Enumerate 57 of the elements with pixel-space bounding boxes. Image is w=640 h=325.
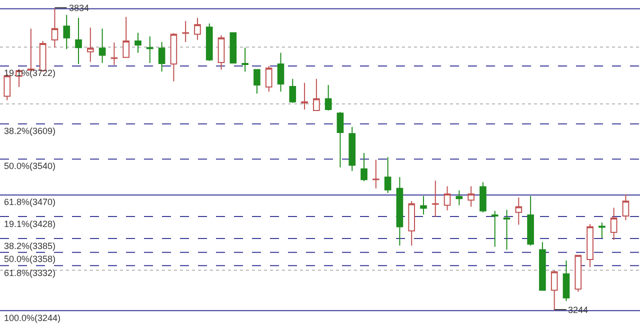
candlestick — [610, 207, 618, 241]
candlestick — [265, 66, 272, 92]
candlestick — [98, 28, 106, 64]
ref-line-label: 50.0%(3358) — [4, 254, 56, 264]
candlestick — [194, 17, 201, 40]
candlestick — [562, 260, 570, 302]
ref-line-label: 100.0%(3244) — [4, 313, 61, 323]
candlestick — [51, 8, 58, 48]
ref-line-label: 38.2%(3385) — [4, 241, 56, 251]
candlestick — [289, 78, 296, 104]
candlestick — [550, 270, 558, 312]
candlestick — [134, 32, 142, 54]
candlestick — [218, 34, 225, 70]
candlestick — [301, 82, 308, 110]
candlestick — [63, 14, 70, 50]
candlestick — [420, 196, 427, 215]
candlestick — [277, 52, 284, 92]
candlestick — [170, 32, 178, 82]
ref-line-label: 61.8%(3332) — [4, 268, 56, 278]
candlestick — [206, 23, 213, 62]
candlestick — [515, 197, 522, 226]
candlestick — [324, 84, 332, 112]
candlestick — [444, 186, 451, 211]
candlestick — [360, 152, 368, 182]
candlestick — [86, 27, 94, 62]
candlestick — [110, 42, 118, 66]
candlestick — [146, 36, 154, 64]
candlestick — [491, 210, 498, 248]
candlestick — [75, 17, 82, 64]
candlestick — [480, 182, 486, 213]
ref-line-label: 50.0%(3540) — [4, 161, 56, 171]
candlestick — [574, 254, 582, 292]
candlestick — [372, 159, 380, 189]
candlestick — [336, 112, 344, 168]
candlestick — [182, 20, 189, 42]
candlestick — [598, 222, 606, 238]
candlestick — [396, 176, 404, 246]
ref-line-label: 38.2%(3609) — [4, 126, 56, 136]
ref-line-label: 19.1%(3428) — [4, 219, 56, 229]
candlestick — [527, 196, 534, 246]
ref-line-label: 61.8%(3470) — [4, 197, 56, 207]
candlestick — [158, 41, 166, 72]
candlestick — [622, 194, 630, 221]
candlestick — [230, 32, 237, 64]
candlestick — [408, 200, 416, 246]
candlestick — [432, 180, 439, 218]
candlestick — [503, 209, 510, 250]
candlestick — [254, 68, 260, 94]
candlestick — [348, 126, 356, 172]
candlestick — [384, 156, 392, 194]
candlestick — [242, 47, 248, 72]
candlestick — [313, 78, 320, 112]
candlestick — [539, 242, 546, 292]
candlestick — [468, 186, 474, 208]
candlestick — [122, 16, 130, 58]
candlestick — [456, 190, 463, 206]
candlestick — [586, 224, 594, 268]
